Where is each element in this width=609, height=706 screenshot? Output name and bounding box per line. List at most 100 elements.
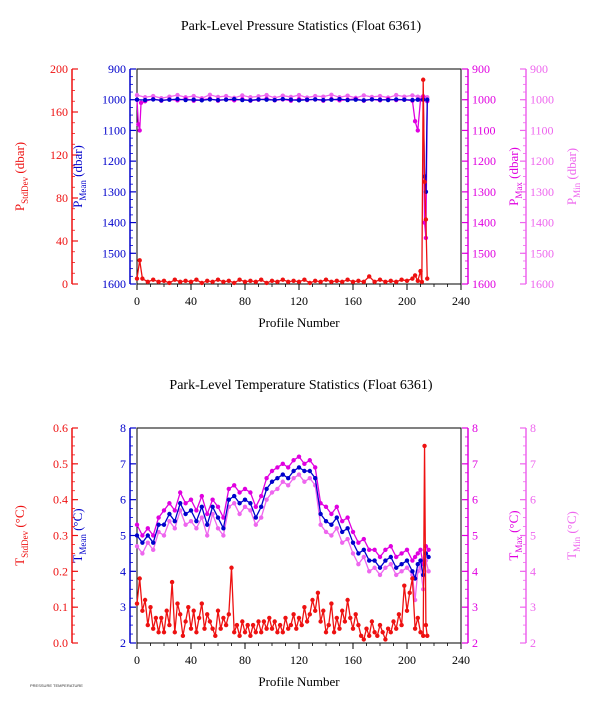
data-point-min: [377, 93, 383, 99]
data-point-std: [425, 633, 430, 639]
y-tick-label-mean: 1200: [102, 154, 126, 168]
data-point-mean: [404, 558, 410, 563]
data-point-std: [172, 630, 177, 635]
y-tick-label-max: 1300: [472, 185, 496, 199]
data-point-std: [172, 277, 177, 282]
data-point-std: [369, 619, 375, 624]
data-point-mean: [345, 97, 350, 103]
data-point-std: [264, 280, 269, 286]
data-point-std: [291, 612, 296, 617]
data-point-std: [315, 590, 321, 596]
data-point-std: [283, 615, 288, 621]
y-tick-label-max: 6: [472, 493, 478, 507]
data-point-std: [391, 619, 396, 624]
data-point-max: [156, 515, 161, 520]
data-point-min: [240, 93, 245, 98]
data-point-min: [286, 483, 291, 488]
data-point-mean: [253, 515, 258, 520]
data-point-mean: [361, 98, 366, 103]
data-point-min: [199, 515, 204, 520]
x-tick-label: 40: [185, 653, 197, 667]
data-point-mean: [350, 540, 356, 545]
y-tick-label-min: 1200: [530, 154, 554, 168]
data-point-std: [394, 626, 399, 631]
data-point-std: [337, 626, 342, 631]
chart-panel-0: Park-Level Pressure Statistics (Float 63…: [12, 19, 582, 330]
data-point-mean: [210, 504, 215, 510]
data-point-std: [186, 604, 191, 610]
data-point-std: [425, 276, 430, 281]
data-point-mean: [329, 97, 334, 102]
y-tick-label-std: 0.3: [53, 529, 68, 543]
data-point-max: [329, 511, 334, 517]
data-point-max: [280, 461, 285, 467]
x-tick-label: 240: [452, 653, 470, 667]
y-tick-label-mean: 5: [120, 529, 126, 543]
data-point-std: [323, 630, 329, 635]
y-tick-label-mean: 3: [120, 600, 126, 614]
data-point-mean: [296, 465, 302, 470]
data-point-mean: [134, 533, 140, 538]
data-point-min: [151, 547, 156, 553]
data-point-std: [380, 630, 385, 635]
data-point-min: [402, 94, 407, 99]
data-point-min: [183, 522, 188, 527]
data-point-mean: [399, 561, 404, 567]
data-point-mean: [377, 97, 383, 102]
data-point-std: [199, 280, 204, 286]
series-line-mean: [136, 466, 430, 581]
data-point-mean: [367, 558, 372, 563]
x-tick-label: 80: [239, 653, 251, 667]
data-point-std: [331, 630, 337, 635]
y-tick-label-min: 1600: [530, 277, 554, 291]
data-point-mean: [356, 551, 361, 556]
data-point-std: [259, 630, 264, 635]
x-tick-label: 80: [239, 294, 251, 308]
data-point-mean: [167, 97, 172, 102]
data-point-std: [221, 615, 226, 621]
data-point-std: [422, 179, 427, 185]
y-tick-label-max: 8: [472, 421, 478, 435]
data-point-std: [267, 615, 272, 621]
data-point-min: [426, 569, 431, 574]
data-point-std: [134, 601, 140, 606]
data-point-min: [167, 518, 172, 524]
data-point-min: [399, 569, 404, 574]
data-point-std: [383, 279, 388, 285]
data-point-mean: [242, 497, 248, 502]
data-point-std: [383, 637, 388, 642]
data-point-mean: [248, 98, 253, 103]
data-point-mean: [207, 97, 213, 102]
data-point-min: [191, 93, 196, 99]
data-point-std: [364, 626, 369, 631]
data-point-mean: [205, 522, 210, 527]
data-point-std: [234, 622, 240, 628]
data-point-std: [194, 630, 199, 635]
data-point-std: [421, 77, 426, 82]
data-point-std: [353, 612, 358, 617]
data-point-mean: [221, 526, 226, 531]
data-point-min: [410, 93, 415, 98]
data-point-max: [151, 533, 156, 538]
data-point-min: [394, 572, 399, 578]
data-point-mean: [269, 479, 275, 484]
data-point-std: [304, 619, 310, 624]
data-point-std: [248, 278, 253, 283]
data-point-mean: [369, 97, 375, 102]
data-point-std: [253, 630, 258, 635]
plot-frame: [136, 427, 462, 644]
data-point-max: [340, 518, 345, 524]
data-point-min: [178, 508, 183, 513]
y-tick-label-mean: 1500: [102, 246, 126, 260]
data-point-std: [226, 612, 231, 617]
data-point-mean: [142, 97, 148, 103]
y-tick-label-mean: 1000: [102, 93, 126, 107]
y-tick-label-max: 1200: [472, 154, 496, 168]
x-axis-label: Profile Number: [258, 674, 340, 689]
data-point-std: [151, 626, 156, 631]
data-point-max: [356, 540, 361, 545]
data-point-max: [345, 515, 350, 520]
data-point-mean: [340, 529, 345, 535]
data-point-mean: [318, 511, 323, 517]
data-point-min: [307, 475, 312, 481]
